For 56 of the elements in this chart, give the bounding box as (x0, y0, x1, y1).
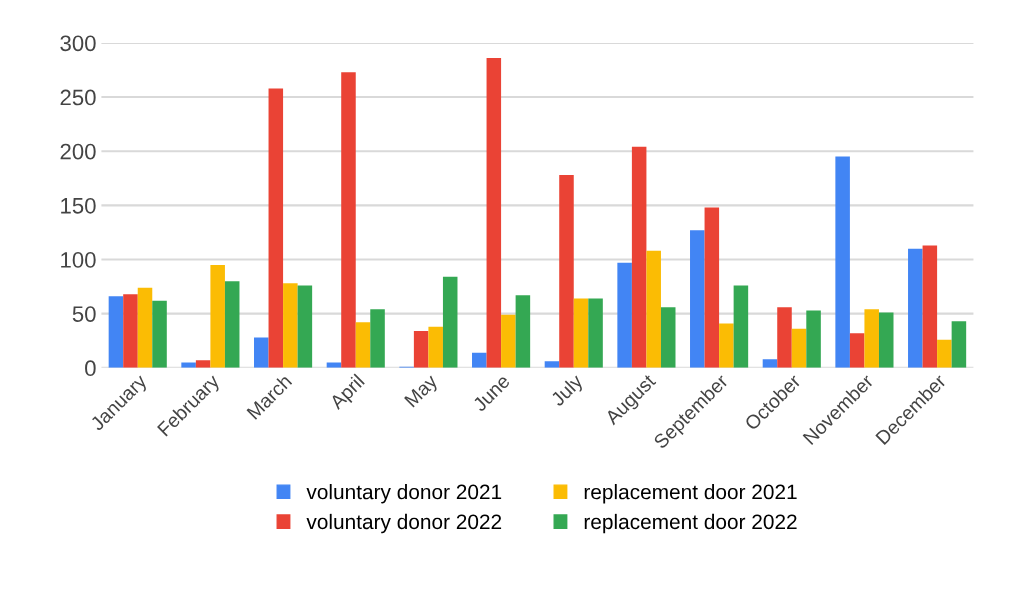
bar (951, 321, 967, 368)
bar (486, 58, 502, 368)
bar (864, 309, 879, 368)
y-tick-label: 300 (60, 35, 96, 52)
bar (878, 312, 894, 368)
bar (791, 328, 807, 368)
y-tick-label: 0 (85, 360, 96, 377)
bar (210, 264, 225, 368)
bar (224, 281, 240, 368)
bar (108, 296, 124, 368)
bar (268, 88, 284, 368)
bar (413, 330, 429, 368)
y-tick-label: 100 (61, 252, 96, 268)
legend-label: voluntary donor 2021 (306, 484, 502, 504)
legend-label: voluntary donor 2022 (306, 513, 502, 534)
bar (690, 230, 705, 368)
bar (515, 295, 531, 368)
bar (472, 352, 487, 368)
bar (297, 285, 313, 368)
bar (617, 262, 632, 368)
y-tick-label: 250 (60, 89, 96, 106)
x-tick-label: July (549, 372, 587, 410)
x-tick-label: May (404, 373, 442, 411)
bar (733, 285, 749, 368)
bar (181, 362, 196, 368)
y-tick-label: 200 (60, 143, 96, 160)
bar (254, 337, 269, 368)
y-tick-label: 50 (72, 306, 96, 322)
bar (283, 283, 298, 368)
bar (152, 300, 167, 368)
bar (123, 294, 138, 368)
bar (835, 156, 850, 368)
bar (137, 287, 153, 368)
bar (660, 307, 676, 368)
bar (428, 326, 443, 368)
bar (937, 339, 952, 368)
bar (588, 298, 603, 368)
bar (908, 248, 923, 368)
bar (806, 310, 821, 368)
bar (849, 333, 865, 368)
legend-label: replacement door 2021 (584, 484, 797, 504)
bar (559, 175, 574, 368)
bar (922, 245, 938, 368)
legend-label: replacement door 2022 (584, 513, 797, 534)
bar (501, 314, 516, 368)
y-tick-label: 150 (61, 197, 96, 214)
bar (719, 323, 734, 368)
bar (704, 207, 720, 368)
bar (777, 307, 792, 368)
bar (355, 322, 371, 368)
bar (442, 276, 458, 368)
bar (573, 298, 589, 368)
bar (646, 250, 661, 368)
bar (370, 309, 385, 368)
bar (631, 146, 647, 368)
bar (341, 72, 356, 368)
